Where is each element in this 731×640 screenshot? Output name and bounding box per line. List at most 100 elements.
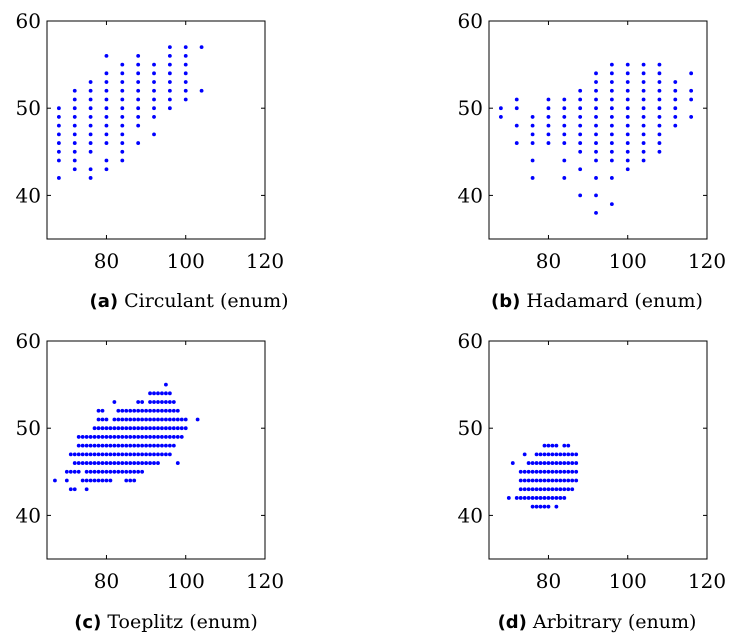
data-point	[554, 478, 559, 483]
data-point	[88, 97, 93, 102]
x-tick-label: 120	[688, 569, 726, 593]
data-point	[578, 167, 583, 172]
data-point	[578, 106, 583, 111]
x-tick-label: 120	[246, 569, 284, 593]
data-point	[160, 435, 164, 439]
x-tick-label: 100	[609, 249, 647, 273]
data-point	[526, 461, 531, 465]
data-point	[657, 97, 662, 102]
data-point	[530, 123, 535, 128]
data-point	[183, 426, 188, 431]
data-point	[132, 426, 137, 431]
data-point	[152, 443, 156, 448]
y-tick-label: 60	[458, 9, 483, 33]
data-point	[72, 115, 77, 119]
data-point	[689, 88, 694, 93]
data-point	[550, 452, 555, 457]
data-point	[167, 426, 172, 431]
data-point	[167, 435, 172, 439]
data-point	[530, 496, 535, 500]
data-point	[140, 469, 145, 474]
data-point	[183, 71, 188, 76]
data-point	[76, 443, 81, 448]
data-point	[578, 123, 583, 128]
data-point	[84, 452, 89, 457]
data-point	[657, 149, 662, 154]
data-point	[120, 461, 125, 465]
data-point	[518, 496, 523, 500]
data-point	[164, 408, 168, 413]
data-point	[104, 106, 109, 111]
data-point	[120, 115, 125, 119]
x-tick-label: 100	[167, 249, 205, 273]
data-point	[104, 417, 109, 422]
x-tick-label: 80	[536, 249, 561, 273]
data-point	[546, 461, 551, 465]
data-point	[625, 88, 630, 93]
data-point	[112, 417, 117, 422]
data-point	[164, 391, 168, 396]
data-point	[108, 426, 113, 431]
data-point	[120, 417, 125, 422]
data-point	[160, 408, 164, 413]
data-point	[132, 452, 137, 457]
data-point	[609, 62, 614, 67]
data-point	[566, 461, 571, 465]
data-point	[72, 452, 77, 457]
data-point	[116, 469, 121, 474]
data-point	[80, 435, 85, 439]
data-point	[594, 97, 598, 102]
data-point	[68, 469, 73, 474]
data-point	[104, 452, 109, 457]
data-point	[538, 478, 543, 483]
data-point	[140, 452, 145, 457]
data-point	[514, 141, 519, 145]
data-point	[100, 426, 105, 431]
data-point	[657, 106, 662, 111]
data-point	[546, 123, 551, 128]
x-tick-label: 80	[94, 249, 119, 273]
chart-c: 80 100 120 40 50 60 (c) Toeplitz (enum)	[16, 329, 285, 633]
data-point	[542, 487, 547, 492]
data-point	[88, 106, 93, 111]
data-point	[514, 97, 519, 102]
data-point	[144, 426, 148, 431]
data-point	[128, 478, 133, 483]
data-point	[167, 400, 172, 404]
data-point	[594, 123, 598, 128]
data-point	[144, 435, 148, 439]
data-point	[546, 487, 551, 492]
data-point	[530, 158, 535, 163]
data-point	[562, 496, 567, 500]
data-point	[498, 115, 503, 119]
data-point	[120, 469, 125, 474]
caption-label: (c)	[74, 612, 101, 633]
data-point	[538, 461, 543, 465]
data-point	[534, 478, 539, 483]
data-point	[167, 62, 172, 67]
data-point	[128, 452, 133, 457]
data-point	[56, 123, 61, 128]
data-point	[80, 452, 85, 457]
data-point	[112, 435, 117, 439]
data-point	[100, 452, 105, 457]
caption-label: (d)	[498, 612, 527, 633]
data-point	[92, 443, 97, 448]
data-point	[100, 417, 105, 422]
data-point	[156, 426, 160, 431]
data-point	[167, 106, 172, 111]
data-point	[550, 443, 555, 448]
chart-d: 80 100 120 40 50 60 (d) Arbitrary (enum)	[458, 329, 727, 633]
data-point	[522, 469, 527, 474]
data-point	[546, 469, 551, 474]
data-point	[144, 408, 148, 413]
data-point	[152, 408, 156, 413]
data-point	[132, 408, 137, 413]
data-point	[625, 71, 630, 76]
caption-text: Arbitrary (enum)	[532, 611, 697, 633]
data-point	[152, 461, 156, 465]
caption-label: (b)	[491, 291, 520, 312]
data-point	[609, 132, 614, 137]
data-point	[132, 478, 137, 483]
data-point	[538, 469, 543, 474]
